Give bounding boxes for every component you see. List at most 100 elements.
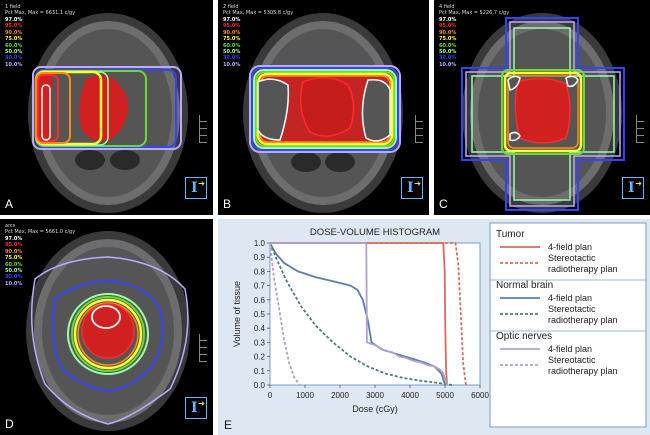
- legend-item: 95.0%: [5, 23, 23, 30]
- legend-label: radiotherapy plan: [548, 264, 618, 274]
- x-tick-label: 0: [268, 391, 273, 400]
- y-tick-label: 0.5: [254, 310, 266, 319]
- legend-item: 90.0%: [439, 29, 457, 36]
- y-tick-label: 0.4: [254, 324, 266, 333]
- legend-item: 97.0%: [5, 17, 23, 23]
- legend-label: Stereotactic: [548, 304, 596, 314]
- legend-item: 60.0%: [439, 42, 457, 49]
- panel-header: 1 field Pct Max, Max = 6631.1 c/gy: [5, 4, 76, 16]
- series-line: [269, 242, 301, 386]
- legend-label: 4-field plan: [548, 242, 592, 252]
- legend-item: 50.0%: [5, 49, 23, 56]
- info-icon[interactable]: I ➔: [185, 397, 207, 419]
- legend-item: 90.0%: [5, 248, 23, 255]
- series-line: [270, 242, 448, 386]
- y-tick-label: 0.3: [254, 338, 266, 347]
- dose-panel-2-field: 2 field Pct Max, Max = 5305.8 c/gy 97.0% …: [218, 0, 429, 215]
- legend-label: radiotherapy plan: [548, 315, 618, 325]
- ct-scan-image: [28, 13, 188, 213]
- panel-label: D: [5, 417, 14, 431]
- isodose-legend: 97.0% 95.0% 90.0% 75.0% 60.0% 50.0% 30.0…: [439, 17, 456, 68]
- ruler-scale: [199, 115, 207, 143]
- y-tick-label: 1.0: [254, 239, 266, 248]
- legend-item: 95.0%: [223, 23, 241, 30]
- legend-item: 10.0%: [223, 61, 241, 68]
- x-tick-label: 5000: [436, 391, 454, 400]
- legend-item: 90.0%: [5, 29, 23, 36]
- legend-item: 75.0%: [439, 36, 457, 43]
- series-line: [269, 242, 453, 386]
- legend-item: 50.0%: [223, 49, 241, 56]
- panel-header: 2 field Pct Max, Max = 5305.8 c/gy: [223, 4, 294, 16]
- series-line: [269, 242, 446, 386]
- y-tick-label: 0.0: [254, 381, 266, 390]
- legend-item: 10.0%: [5, 61, 23, 68]
- legend-item: 95.0%: [439, 23, 457, 30]
- y-tick-label: 0.7: [254, 282, 266, 291]
- legend-item: 97.0%: [439, 17, 457, 23]
- ruler-scale: [636, 115, 644, 143]
- ct-scan-image: [461, 13, 625, 213]
- legend-item: 75.0%: [5, 36, 23, 43]
- panel-header: arcs Pct Max, Max = 5661.0 c/gy: [5, 223, 76, 235]
- legend-item: 30.0%: [5, 55, 23, 62]
- isodose-legend: 97.0% 95.0% 90.0% 75.0% 60.0% 50.0% 30.0…: [223, 17, 240, 68]
- ruler-scale: [199, 334, 207, 362]
- ct-scan-image: [26, 231, 190, 431]
- legend-item: 75.0%: [5, 255, 23, 262]
- y-tick-label: 0.6: [254, 296, 266, 305]
- legend-item: 97.0%: [223, 17, 241, 23]
- ruler-scale: [415, 115, 423, 143]
- y-tick-label: 0.9: [254, 253, 266, 262]
- legend-item: 30.0%: [223, 55, 241, 62]
- panel-label: A: [5, 197, 14, 211]
- dose-volume-histogram-panel: DOSE-VOLUME HISTOGRAM 0.0 0.1 0.2 0.3 0.4 0.5 0…: [218, 219, 650, 435]
- panel-label: B: [223, 197, 232, 211]
- legend-item: 30.0%: [5, 274, 23, 281]
- chart-title: DOSE-VOLUME HISTOGRAM: [310, 227, 440, 238]
- x-tick-label: 2000: [331, 391, 349, 400]
- legend-label: radiotherapy plan: [548, 366, 618, 376]
- info-icon[interactable]: I ➔: [185, 177, 207, 199]
- legend-item: 90.0%: [223, 29, 241, 36]
- dose-panel-1-field: 1 field Pct Max, Max = 6631.1 c/gy 97.0% …: [0, 0, 213, 215]
- legend-item: 50.0%: [5, 268, 23, 275]
- legend-label: 4-field plan: [548, 344, 592, 354]
- legend-item: 60.0%: [223, 42, 241, 49]
- isodose-legend: 97.0% 95.0% 90.0% 75.0% 60.0% 50.0% 30.0…: [5, 236, 22, 287]
- series-line: [270, 242, 448, 386]
- legend-item: 10.0%: [439, 61, 457, 68]
- panel-label: E: [224, 418, 232, 432]
- x-tick-label: 4000: [401, 391, 419, 400]
- x-tick-label: 6000: [471, 391, 489, 400]
- legend-item: 10.0%: [5, 280, 23, 287]
- info-icon[interactable]: I ➔: [401, 177, 423, 199]
- isodose-legend: 97.0% 95.0% 90.0% 75.0% 60.0% 50.0% 30.0…: [5, 17, 22, 68]
- panel-header: 4 field Pct Max, Max = 5226.7 c/gy: [439, 4, 510, 16]
- legend-item: 95.0%: [5, 242, 23, 249]
- plot-area: [269, 242, 481, 386]
- x-tick-label: 1000: [296, 391, 314, 400]
- legend-group-title: Optic nerves: [496, 331, 552, 342]
- dose-panel-4-field: 4 field Pct Max, Max = 5226.7 c/gy 97.0% …: [434, 0, 650, 215]
- legend-item: 60.0%: [5, 261, 23, 268]
- legend-group-title: Tumor: [496, 229, 525, 240]
- y-tick-label: 0.2: [254, 353, 266, 362]
- y-tick-label: 0.1: [254, 367, 266, 376]
- x-tick-label: 3000: [366, 391, 384, 400]
- legend-label: Stereotactic: [548, 355, 596, 365]
- y-tick-label: 0.8: [254, 267, 266, 276]
- legend-item: 30.0%: [439, 55, 457, 62]
- legend-label: Stereotactic: [548, 253, 596, 263]
- legend-group-title: Normal brain: [496, 280, 553, 291]
- info-icon[interactable]: I ➔: [622, 177, 644, 199]
- legend-item: 60.0%: [5, 42, 23, 49]
- dvh-chart: DOSE-VOLUME HISTOGRAM 0.0 0.1 0.2 0.3 0.4 0.5 0…: [224, 222, 647, 432]
- legend-item: 97.0%: [5, 236, 23, 242]
- legend-box: [489, 222, 647, 428]
- panel-label: C: [439, 197, 448, 211]
- y-axis-label: Volume of tissue: [232, 281, 242, 347]
- ct-scan-image: [243, 13, 403, 213]
- dose-panel-arcs: arcs Pct Max, Max = 5661.0 c/gy 97.0% 95.…: [0, 219, 213, 435]
- x-axis-label: Dose (cGy): [352, 404, 398, 414]
